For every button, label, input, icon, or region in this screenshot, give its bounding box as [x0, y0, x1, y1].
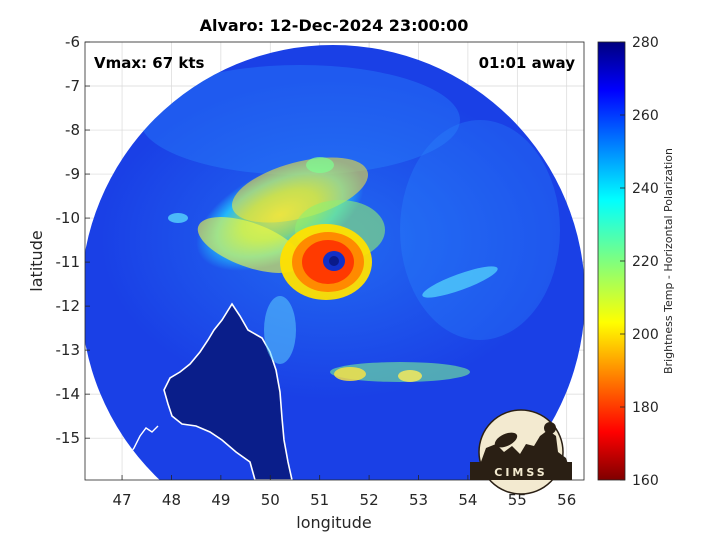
colorbar-label: Brightness Temp - Horizontal Polarizatio… — [662, 148, 675, 374]
colorbar-tick-label: 240 — [632, 181, 659, 197]
y-tick-label: -9 — [65, 165, 80, 183]
colorbar-tick-label: 220 — [632, 254, 659, 270]
y-tick-label: -11 — [56, 253, 81, 271]
y-tick-label: -14 — [56, 385, 81, 403]
logo-text: CIMSS — [494, 466, 547, 479]
x-tick-label: 49 — [211, 491, 230, 509]
x-axis-label: longitude — [296, 513, 371, 532]
x-tick-label: 52 — [360, 491, 379, 509]
eyewall — [280, 224, 372, 300]
colorbar-tick-label: 160 — [632, 473, 659, 489]
colorbar-ticks: 160 180 200 220 240 260 280 — [620, 35, 659, 489]
colorbar-tick-label: 180 — [632, 400, 659, 416]
x-axis: 47 48 49 50 51 52 53 54 55 56 — [113, 475, 576, 509]
y-tick-label: -8 — [65, 121, 80, 139]
cimss-logo: CIMSS — [470, 409, 572, 495]
x-tick-label: 48 — [162, 491, 181, 509]
y-tick-label: -7 — [65, 77, 80, 95]
x-tick-label: 54 — [458, 491, 477, 509]
x-tick-label: 56 — [557, 491, 576, 509]
chart-title: Alvaro: 12-Dec-2024 23:00:00 — [200, 16, 469, 35]
x-tick-label: 51 — [310, 491, 329, 509]
colorbar-tick-label: 280 — [632, 35, 659, 51]
y-axis-label: latitude — [27, 230, 46, 291]
axes-box — [84, 41, 585, 481]
y-tick-label: -10 — [56, 209, 81, 227]
northern-cloud — [140, 65, 460, 175]
rainband-south — [168, 157, 498, 382]
y-tick-label: -13 — [56, 341, 81, 359]
vmax-annotation: Vmax: 67 kts — [94, 54, 204, 72]
y-tick-label: -12 — [56, 297, 81, 315]
colorbar-tick-label: 260 — [632, 108, 659, 124]
swath — [85, 45, 584, 480]
y-tick-label: -6 — [65, 33, 80, 51]
y-axis: -6 -7 -8 -9 -10 -11 -12 -13 -14 -15 — [56, 33, 90, 447]
x-tick-label: 55 — [508, 491, 527, 509]
land-madagascar — [163, 302, 293, 480]
eastern-cloud — [400, 120, 560, 340]
colorbar-tick-label: 200 — [632, 327, 659, 343]
time-offset-annotation: 01:01 away — [479, 54, 576, 72]
y-tick-label: -15 — [56, 429, 81, 447]
x-tick-label: 53 — [409, 491, 428, 509]
x-tick-label: 47 — [113, 491, 132, 509]
x-tick-label: 50 — [261, 491, 280, 509]
